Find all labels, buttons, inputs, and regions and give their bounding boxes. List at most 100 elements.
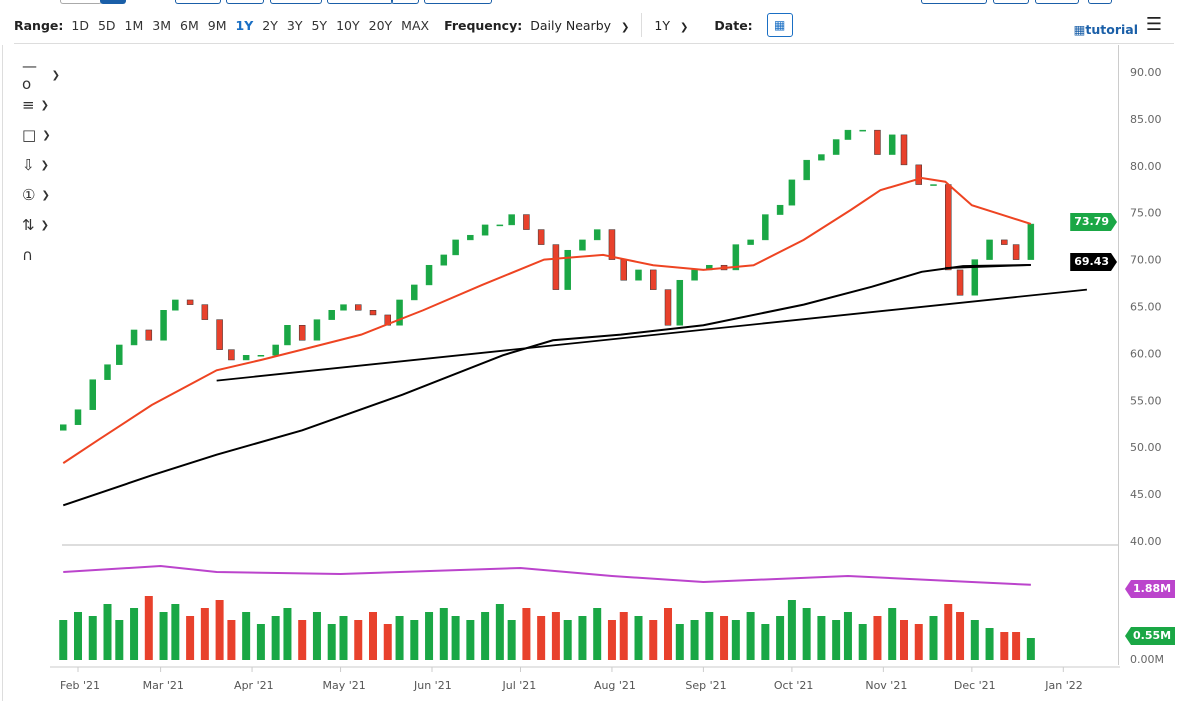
x-tick-label: Sep '21: [685, 679, 726, 692]
range-5y[interactable]: 5Y: [311, 17, 328, 33]
volume-bar: [956, 612, 965, 660]
rectangle-tool-button[interactable]: □ ❯: [0, 120, 60, 150]
volume-bar: [776, 616, 785, 660]
range-20y[interactable]: 20Y: [368, 17, 393, 33]
panel-divider: [62, 544, 1118, 546]
arrow-tool-button[interactable]: ⇩ ❯: [0, 150, 60, 180]
axis-border: [1118, 45, 1119, 665]
ma200-price-tag: 69.43: [1070, 253, 1117, 271]
candle: [411, 284, 418, 301]
candle: [664, 289, 672, 326]
range-10y[interactable]: 10Y: [336, 17, 360, 33]
range-1y[interactable]: 1Y: [235, 17, 254, 33]
candle: [552, 244, 560, 290]
volume-bar: [130, 608, 139, 660]
range-6m[interactable]: 6M: [180, 17, 199, 33]
volume-bar: [395, 616, 404, 660]
y-tick-label: 55.00: [1130, 394, 1162, 407]
candle: [564, 249, 571, 290]
calendar-button[interactable]: ▦: [766, 13, 793, 37]
y-tick-label: 50.00: [1130, 441, 1162, 454]
candle: [60, 424, 67, 431]
volume-bar: [171, 604, 180, 660]
candle: [369, 310, 377, 316]
candle: [888, 134, 896, 155]
candle: [130, 329, 138, 346]
candle: [452, 239, 459, 256]
range-9m[interactable]: 9M: [207, 17, 227, 33]
volume-bar: [1026, 638, 1035, 660]
candle: [481, 224, 489, 236]
range-max[interactable]: MAX: [401, 17, 430, 33]
volume-bar: [929, 616, 938, 660]
volume-bar: [551, 612, 560, 660]
line-tool-button[interactable]: —o ❯: [0, 57, 60, 93]
volume-bar: [858, 624, 867, 660]
range-3m[interactable]: 3M: [152, 17, 172, 33]
tutorial-link[interactable]: ▦tutorial: [1074, 22, 1138, 37]
chevron-right-icon: ❯: [40, 219, 49, 231]
candle: [930, 184, 937, 186]
frequency-dropdown[interactable]: Daily Nearby ❯: [530, 18, 629, 33]
candle: [145, 329, 153, 341]
ma50-line: [62, 176, 1032, 464]
candle: [620, 259, 627, 281]
candle: [160, 310, 167, 341]
candle: [579, 239, 586, 251]
volume-bar: [944, 604, 953, 660]
marker-tool-button[interactable]: ① ❯: [0, 180, 60, 210]
volume-bar: [970, 620, 979, 660]
numbered-marker-icon: ①: [22, 186, 36, 204]
volume-bar: [144, 596, 153, 660]
volume-bar: [802, 608, 811, 660]
frequency-label: Frequency:: [444, 17, 523, 33]
volume-bar: [563, 620, 572, 660]
candle: [116, 344, 123, 365]
y-tick-label: 75.00: [1130, 207, 1162, 220]
date-label: Date:: [714, 17, 753, 33]
chart-toolbar: Range: 1D 5D 1M 3M 6M 9M 1Y 2Y 3Y 5Y 10Y 20Y MAX Fre…: [14, 7, 1174, 44]
candle: [650, 269, 657, 290]
candle: [467, 234, 474, 241]
volume-bar: [900, 620, 908, 660]
period-dropdown[interactable]: 1Y ❯: [654, 18, 688, 33]
candle: [355, 304, 362, 311]
magnet-tool-button[interactable]: ∩: [0, 240, 60, 270]
volume-bar: [817, 616, 826, 660]
volume-bar: [227, 620, 236, 660]
divider: [641, 13, 643, 37]
y-tick-label: 80.00: [1130, 160, 1162, 173]
candle: [747, 239, 754, 245]
support-line: [945, 264, 1031, 269]
range-2y[interactable]: 2Y: [262, 17, 278, 33]
candle: [776, 204, 784, 215]
measure-tool-button[interactable]: ⇅ ❯: [0, 210, 60, 240]
volume-bar: [59, 620, 68, 660]
candle: [1001, 239, 1008, 245]
volume-bar: [115, 620, 124, 660]
range-1m[interactable]: 1M: [124, 17, 144, 33]
y-tick-label: 90.00: [1130, 66, 1162, 79]
menu-button[interactable]: ☰: [1146, 14, 1162, 35]
range-1d[interactable]: 1D: [71, 17, 89, 33]
volume-bar: [312, 612, 321, 660]
volume-bar: [690, 620, 699, 660]
candle: [971, 259, 979, 296]
volume-bar: [675, 624, 684, 660]
candle: [396, 299, 403, 326]
chevron-right-icon: ❯: [40, 159, 49, 171]
x-tick-label: Jul '21: [502, 679, 537, 692]
candle: [874, 129, 881, 155]
last-price-tag: 73.79: [1070, 213, 1117, 231]
volume-bar: [200, 608, 209, 660]
candle: [242, 355, 250, 361]
candle: [832, 139, 840, 155]
range-3y[interactable]: 3Y: [286, 17, 303, 33]
fibonacci-tool-button[interactable]: ≡ ❯: [0, 90, 60, 120]
chevron-right-icon: ❯: [42, 129, 51, 141]
x-tick-label: Aug '21: [594, 679, 636, 692]
range-label: Range:: [14, 17, 64, 33]
range-5d[interactable]: 5D: [97, 17, 116, 33]
x-axis-line: [50, 666, 1120, 668]
